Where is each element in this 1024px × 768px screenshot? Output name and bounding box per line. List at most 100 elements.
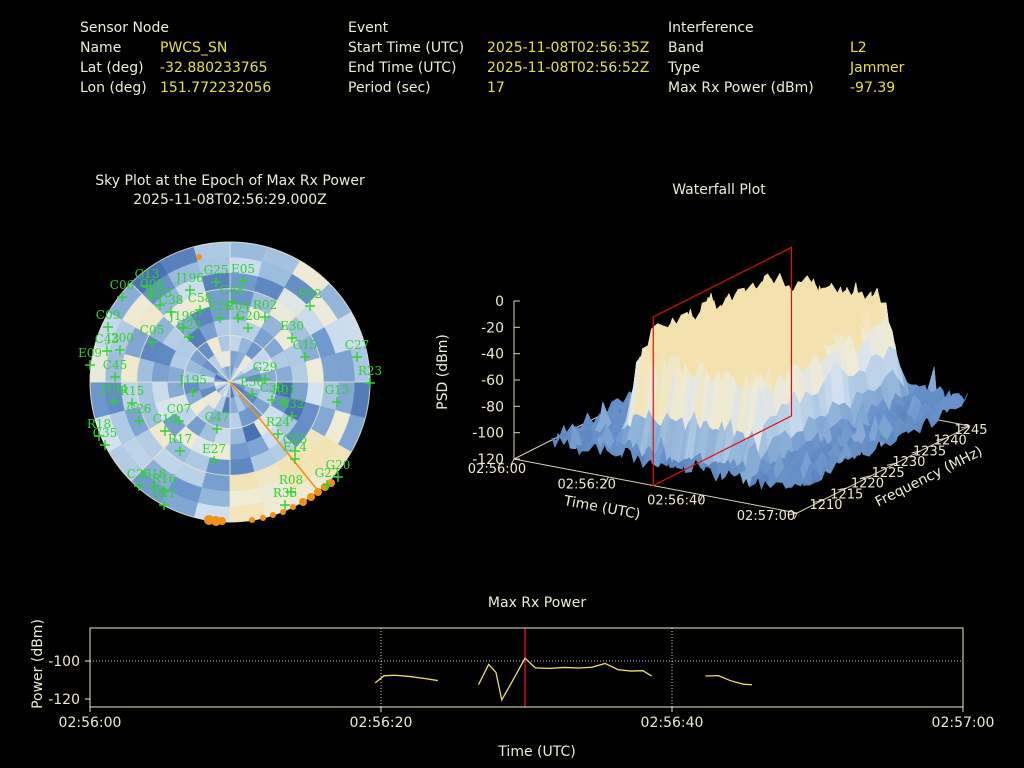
interference-beam-ray: [229, 381, 319, 492]
svg-text:C07: C07: [167, 402, 191, 416]
event-end-value: 2025-11-08T02:56:52Z: [487, 60, 650, 76]
svg-text:-120: -120: [48, 692, 80, 708]
interference-band-value: L2: [850, 40, 867, 56]
event-period-value: 17: [487, 80, 505, 96]
timeseries-x-axis-label: Time (UTC): [498, 744, 576, 760]
svg-text:02:56:40: 02:56:40: [647, 493, 705, 508]
svg-text:G15: G15: [293, 338, 318, 352]
svg-text:1215: 1215: [830, 487, 863, 502]
svg-text:R17: R17: [168, 432, 192, 446]
interference-power-value: -97.39: [850, 80, 896, 96]
svg-text:R16: R16: [152, 472, 176, 486]
svg-text:C35: C35: [93, 426, 117, 440]
svg-text:J200: J200: [104, 331, 134, 345]
svg-text:G47: G47: [205, 410, 230, 424]
svg-text:G22: G22: [315, 466, 340, 480]
svg-text:E30: E30: [280, 319, 304, 333]
svg-text:-40: -40: [481, 347, 504, 363]
svg-text:E02: E02: [298, 287, 322, 301]
svg-text:R24: R24: [266, 415, 291, 429]
svg-text:02:57:00: 02:57:00: [932, 715, 995, 731]
svg-text:G29: G29: [253, 360, 278, 374]
interference-type-label: Type: [668, 60, 701, 76]
sky-plot-title-line2: 2025-11-08T02:56:29.000Z: [133, 192, 327, 208]
svg-text:G18: G18: [142, 467, 167, 481]
svg-text:02:56:00: 02:56:00: [59, 715, 122, 731]
svg-text:C43: C43: [95, 332, 119, 346]
max-rx-power-series: [374, 674, 438, 684]
interference-power-label: Max Rx Power (dBm): [668, 80, 814, 96]
svg-text:E36: E36: [240, 375, 264, 389]
svg-text:-100: -100: [472, 426, 504, 442]
svg-text:02:56:00: 02:56:00: [468, 462, 526, 477]
svg-text:R02: R02: [253, 298, 277, 312]
svg-text:E05: E05: [231, 262, 255, 276]
svg-text:G20: G20: [326, 458, 351, 472]
svg-text:G13: G13: [135, 267, 160, 281]
svg-text:R15: R15: [120, 384, 144, 398]
svg-text:E25: E25: [208, 299, 232, 313]
event-start-value: 2025-11-08T02:56:35Z: [487, 40, 650, 56]
waterfall-title: Waterfall Plot: [672, 182, 766, 198]
svg-text:R36: R36: [273, 486, 297, 500]
sensor-lat-value: -32.880233765: [160, 60, 268, 76]
svg-text:02:56:20: 02:56:20: [350, 715, 413, 731]
svg-text:R23: R23: [358, 364, 382, 378]
svg-text:0: 0: [495, 294, 504, 310]
svg-text:J199: J199: [167, 309, 197, 323]
event-start-label: Start Time (UTC): [348, 40, 465, 56]
svg-text:1245: 1245: [954, 423, 987, 438]
svg-text:-100: -100: [48, 654, 80, 670]
max-rx-power-series: [477, 657, 652, 702]
interference-title: Interference: [668, 20, 754, 36]
svg-text:J195: J195: [177, 373, 207, 387]
svg-text:G25: G25: [204, 263, 229, 277]
svg-text:G23: G23: [177, 318, 202, 332]
svg-text:C04: C04: [226, 299, 251, 313]
timeseries-axes: [85, 627, 964, 712]
svg-text:-120: -120: [472, 452, 504, 468]
svg-text:R01: R01: [272, 383, 296, 397]
event-period-label: Period (sec): [348, 80, 431, 96]
sky-grid: [89, 241, 371, 523]
max-rx-power-plot: 02:56:00 02:56:20 02:56:40 02:57:00 -100 -120: [48, 627, 995, 731]
sensor-lon-label: Lon (deg): [80, 80, 147, 96]
svg-text:G26: G26: [127, 402, 152, 416]
interference-type-value: Jammer: [850, 60, 905, 76]
svg-text:C10: C10: [153, 412, 177, 426]
svg-text:02:56:40: 02:56:40: [641, 715, 704, 731]
svg-text:G05: G05: [283, 432, 308, 446]
timeseries-title: Max Rx Power: [487, 595, 587, 611]
svg-text:C09: C09: [96, 308, 120, 322]
svg-text:E27: E27: [202, 442, 226, 456]
svg-text:J194: J194: [98, 382, 128, 396]
svg-text:C48: C48: [220, 283, 244, 297]
svg-text:G32: G32: [280, 397, 305, 411]
sensor-name-value: PWCS_SN: [160, 40, 228, 56]
max-rx-power-series: [705, 674, 753, 686]
max-epoch-slice-plane: [652, 246, 793, 487]
sky-plot-title: Sky Plot at the Epoch of Max Rx Power 20…: [40, 172, 420, 210]
svg-text:1230: 1230: [892, 455, 925, 470]
svg-text:-20: -20: [481, 320, 504, 336]
svg-text:1240: 1240: [934, 434, 967, 449]
svg-text:-60: -60: [481, 373, 504, 389]
svg-text:C26: C26: [127, 467, 151, 481]
sensor-lat-label: Lat (deg): [80, 60, 144, 76]
svg-text:G13: G13: [325, 383, 350, 397]
sky-plot-title-line1: Sky Plot at the Epoch of Max Rx Power: [95, 173, 365, 189]
svg-text:J196: J196: [174, 271, 204, 285]
waterfall-surface: [551, 272, 968, 490]
svg-text:C08: C08: [140, 277, 164, 291]
svg-text:1220: 1220: [851, 477, 884, 492]
svg-text:C06: C06: [110, 278, 134, 292]
svg-text:C27: C27: [345, 338, 369, 352]
sensor-name-label: Name: [80, 40, 122, 56]
svg-text:C38: C38: [159, 293, 183, 307]
svg-text:C45: C45: [103, 358, 127, 372]
event-end-label: End Time (UTC): [348, 60, 457, 76]
sensor-lon-value: 151.772232056: [160, 80, 272, 96]
